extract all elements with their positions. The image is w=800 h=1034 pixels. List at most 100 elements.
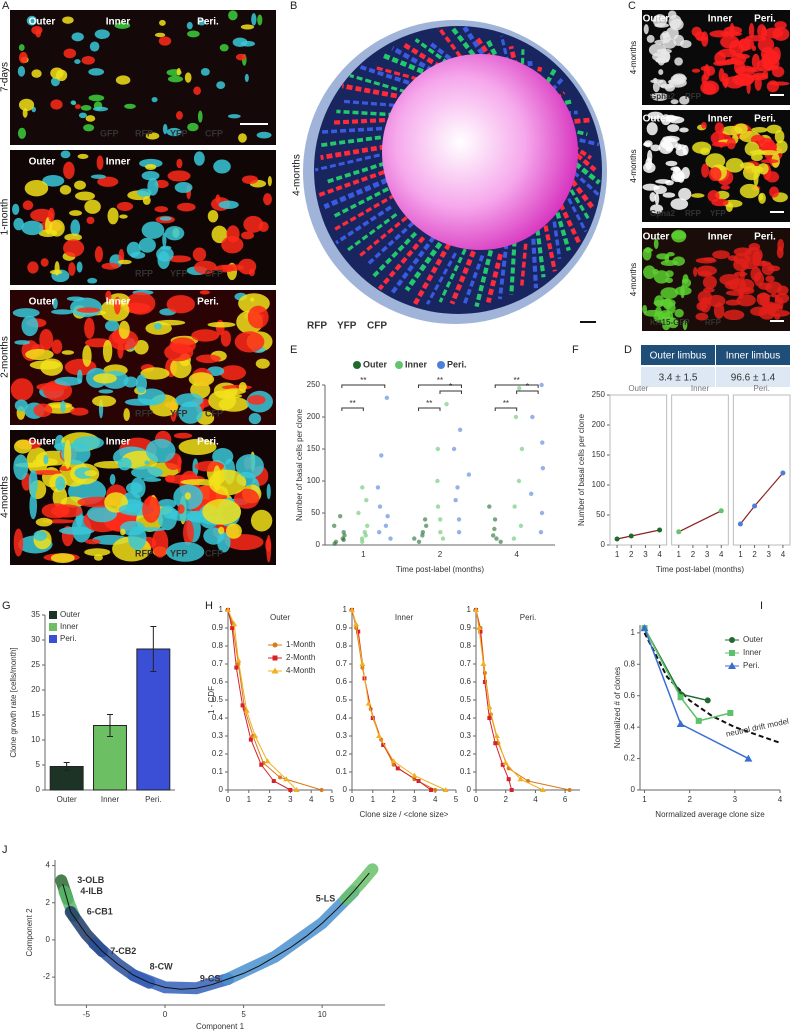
y-tick-label: 35 (31, 610, 40, 619)
cell-blob (765, 275, 775, 283)
y-tick-label: 0.2 (624, 754, 636, 763)
cell-blob (672, 256, 685, 266)
stain-label: RFP (685, 209, 702, 218)
legend-label: Outer (363, 359, 388, 369)
time-label: 4-months (629, 149, 638, 182)
marker (390, 758, 397, 764)
marker (500, 762, 505, 767)
marker (737, 521, 743, 527)
panel-letter: D (624, 344, 632, 356)
cell-blob (154, 319, 186, 326)
cell-blob (70, 100, 76, 105)
cell-blob (167, 75, 184, 83)
x-tick-label: 2 (629, 550, 634, 559)
x-tick-label: -5 (83, 1010, 91, 1019)
cell-blob (240, 24, 255, 30)
cell-blob (220, 393, 243, 399)
cell-blob (35, 517, 53, 527)
cell-blob (648, 43, 667, 57)
cell-blob (763, 64, 779, 71)
y-tick-label: 1 (631, 628, 636, 637)
y-tick-label: 100 (592, 480, 606, 489)
cell-blob (124, 398, 157, 406)
cell-blob (87, 277, 98, 284)
cell-blob (162, 123, 168, 135)
cell-blob (238, 133, 247, 143)
cell-blob (158, 36, 172, 46)
cell-blob (658, 69, 664, 76)
cell-blob (117, 342, 124, 359)
y-tick-label: 250 (307, 380, 321, 389)
x-tick-label: 2 (752, 550, 757, 559)
cell-blob (674, 308, 684, 318)
cluster-label: 7-CB2 (110, 946, 136, 956)
cell-blob (70, 219, 81, 237)
clone-stripe (449, 25, 476, 57)
time-label: 4-months (629, 41, 638, 74)
legend-label: Inner (405, 359, 428, 369)
cell-blob (74, 59, 81, 64)
cell-blob (70, 407, 89, 416)
cell-blob (145, 438, 176, 463)
cell-blob (757, 37, 775, 53)
marker (248, 737, 253, 742)
cell-blob (142, 496, 161, 523)
cell-blob (712, 250, 730, 259)
y-tick-label: 0.5 (336, 695, 348, 704)
cell-blob (711, 198, 729, 207)
bar (136, 648, 171, 791)
y-tick-label: 0 (36, 785, 41, 794)
cluster-label: 6-CB1 (87, 906, 113, 916)
cell-blob (31, 470, 62, 476)
stain-label: Gpha2 (650, 209, 675, 218)
cell-blob (142, 477, 162, 482)
cell-blob (40, 358, 64, 376)
cell-blob (40, 258, 49, 267)
y-tick-label: 1 (467, 605, 472, 614)
data-point (453, 498, 458, 503)
channel-label: YFP (170, 408, 188, 418)
time-label: 4-months (292, 154, 303, 196)
cell-blob (670, 99, 679, 105)
y-tick-label: 0 (631, 785, 636, 794)
cell-blob (703, 64, 711, 81)
clone-stripe (323, 177, 389, 210)
cluster-label: 4-ILB (80, 886, 103, 896)
legend-marker (353, 361, 361, 369)
cell-blob (671, 231, 686, 240)
cell-blob (117, 259, 132, 265)
x-tick-label: 4 (533, 795, 538, 804)
x-tick-label: 1 (642, 795, 647, 804)
cell-blob (219, 365, 246, 381)
y-tick-label: 0.6 (212, 677, 224, 686)
subplot-title: Outer (270, 613, 290, 622)
region-label: Outer (29, 437, 56, 448)
cell-blob (39, 328, 54, 351)
cell-blob (169, 337, 196, 354)
cell-blob (757, 163, 769, 175)
cell-blob (200, 68, 210, 76)
region-label: Peri. (197, 437, 219, 448)
cell-blob (64, 233, 82, 242)
significance-label: * (449, 382, 452, 391)
cell-blob (43, 454, 49, 465)
cell-blob (225, 523, 242, 539)
data-point (438, 530, 443, 535)
data-point (516, 478, 522, 484)
cell-blob (678, 187, 692, 201)
cell-blob (184, 72, 192, 83)
cell-blob (151, 96, 158, 103)
cluster-label: 8-CW (150, 962, 174, 972)
clone-stripe (349, 74, 407, 94)
cell-blob (220, 330, 231, 347)
marker (416, 779, 421, 783)
cell-blob (168, 255, 192, 263)
y-tick-label: 30 (31, 635, 40, 644)
cell-blob (157, 505, 178, 531)
x-tick-label: 2 (391, 795, 396, 804)
y-tick-label: 0.6 (624, 691, 636, 700)
cell-blob (233, 488, 260, 509)
marker (252, 733, 259, 738)
cell-blob (158, 498, 177, 509)
cell-blob (745, 35, 766, 42)
